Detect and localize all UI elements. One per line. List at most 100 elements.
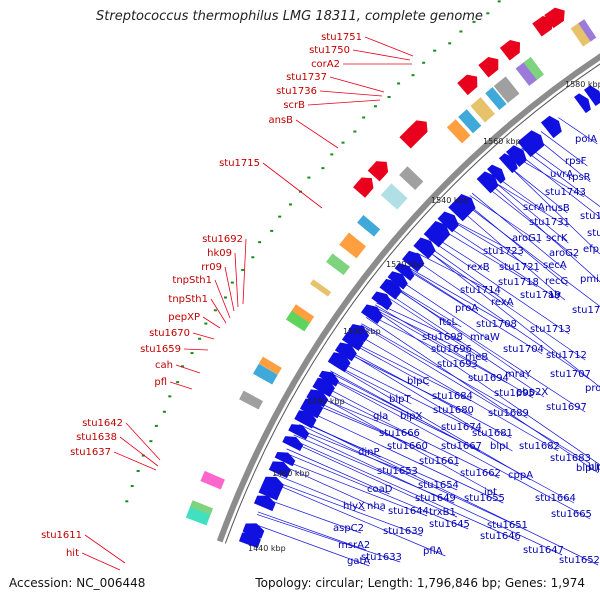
cog-color-block bbox=[578, 19, 597, 42]
right-gene-label: stu1651 bbox=[487, 520, 528, 531]
cog-color-block bbox=[258, 356, 282, 375]
right-gene-label: stu1660 bbox=[387, 441, 428, 452]
left-label-leader bbox=[113, 451, 157, 471]
right-label-leader bbox=[482, 183, 578, 259]
right-gene-label: recG bbox=[545, 276, 568, 287]
right-gene-label: stu1707 bbox=[550, 369, 591, 380]
right-label-leader bbox=[329, 371, 423, 422]
right-label-leader bbox=[534, 136, 591, 183]
right-gene-label: scrK bbox=[546, 233, 568, 244]
gc-skew-mark bbox=[180, 365, 184, 368]
left-label-leader bbox=[183, 348, 209, 351]
right-gene-label: stu1712 bbox=[546, 350, 587, 361]
gc-skew-mark bbox=[270, 229, 274, 232]
left-gene-label: stu1750 bbox=[309, 45, 350, 56]
right-label-leader bbox=[270, 481, 446, 557]
right-label-leader bbox=[424, 243, 514, 308]
kbp-tick-label: 1500 kbp bbox=[343, 327, 381, 336]
right-gene-label: blpC bbox=[407, 376, 429, 387]
left-label-leader bbox=[210, 298, 227, 324]
reverse-cds-arrow bbox=[573, 93, 591, 114]
right-label-leader bbox=[344, 348, 512, 439]
right-gene-label: stu1684 bbox=[432, 391, 473, 402]
right-gene-label: stu1681 bbox=[472, 428, 513, 439]
gc-skew-mark bbox=[149, 440, 153, 443]
right-gene-label: rheB bbox=[465, 352, 488, 363]
left-gene-labels: stu1751 stu1750 corA2 stu1737 stu1736 scrB ans… bbox=[41, 32, 414, 571]
left-gene-label: stu1736 bbox=[276, 86, 317, 97]
right-label-leader bbox=[487, 177, 569, 228]
right-gene-label: int bbox=[484, 487, 497, 498]
right-label-leader bbox=[404, 266, 478, 314]
left-gene-label: hk09 bbox=[207, 248, 232, 259]
right-label-leader bbox=[271, 480, 423, 537]
right-label-leader bbox=[373, 306, 471, 355]
left-label-leader bbox=[202, 316, 221, 329]
left-label-leader bbox=[169, 381, 193, 390]
reverse-cds-arrow bbox=[306, 389, 329, 408]
right-label-leader bbox=[504, 161, 600, 255]
right-label-leader bbox=[471, 192, 566, 271]
right-gene-label: blpT bbox=[389, 394, 411, 405]
right-label-leader bbox=[558, 117, 598, 145]
gc-skew-mark bbox=[241, 268, 245, 271]
gc-skew-mark bbox=[278, 215, 282, 218]
cog-color-block bbox=[189, 500, 214, 515]
left-gene-label: stu1642 bbox=[82, 418, 123, 429]
right-label-leader bbox=[447, 218, 539, 273]
right-label-leader bbox=[330, 370, 575, 504]
right-label-leader bbox=[306, 410, 504, 504]
left-label-leader bbox=[125, 422, 161, 461]
left-gene-label: ansB bbox=[268, 115, 293, 126]
gc-skew-mark bbox=[353, 130, 357, 133]
left-label-leader bbox=[307, 99, 381, 106]
gc-skew-mark bbox=[387, 95, 391, 98]
kbp-tick-label: 1440 kbp bbox=[248, 544, 286, 553]
left-gene-label: tnpSth1 bbox=[168, 294, 208, 305]
right-label-leader bbox=[295, 430, 563, 556]
reverse-cds-arrow bbox=[282, 436, 304, 452]
reverse-cds-arrow bbox=[402, 250, 425, 273]
forward-cds-arrow bbox=[532, 16, 553, 37]
forward-cds-arrow bbox=[407, 120, 428, 141]
kbp-tick-label: 1460 kbp bbox=[272, 469, 310, 478]
cog-color-block bbox=[339, 232, 367, 259]
left-label-leader bbox=[224, 266, 235, 312]
right-gene-label: stu1633 bbox=[361, 552, 402, 563]
right-label-leader bbox=[512, 155, 585, 198]
right-gene-label: stu1695 bbox=[494, 388, 535, 399]
forward-cds-arrow bbox=[544, 7, 565, 29]
left-gene-label: hit bbox=[66, 548, 79, 559]
right-gene-label: stu1708 bbox=[476, 319, 517, 330]
left-label-leader bbox=[81, 552, 121, 571]
right-gene-label: secA bbox=[543, 260, 567, 271]
left-gene-label: stu1659 bbox=[140, 344, 181, 355]
kbp-tick-label: 1580 kbp bbox=[565, 80, 600, 89]
left-gene-label: stu1611 bbox=[41, 530, 82, 541]
right-gene-label: proA bbox=[455, 303, 478, 314]
right-gene-label: rpsF bbox=[565, 156, 587, 167]
cog-color-block bbox=[458, 109, 482, 134]
right-gene-label: proB bbox=[585, 383, 600, 394]
reverse-cds-arrow bbox=[262, 476, 284, 492]
right-gene-label: aroG2 bbox=[549, 248, 579, 259]
right-gene-label: pbp2X bbox=[516, 387, 548, 398]
right-gene-label: stu1654 bbox=[418, 480, 459, 491]
cog-color-block bbox=[200, 470, 225, 490]
left-label-leader bbox=[295, 119, 339, 149]
right-label-leader bbox=[372, 308, 600, 466]
right-gene-label: stu1682 bbox=[519, 441, 560, 452]
forward-strand-track bbox=[353, 7, 565, 198]
kbp-tick-label: 1540 kbp bbox=[431, 196, 469, 205]
right-gene-label: aspC2 bbox=[333, 523, 364, 534]
right-gene-label: stu1680 bbox=[433, 405, 474, 416]
right-gene-label: polA bbox=[575, 134, 597, 145]
cog-color-block bbox=[570, 21, 593, 47]
gc-skew-mark bbox=[258, 241, 262, 244]
left-label-leader bbox=[214, 279, 231, 319]
right-gene-label: nha bbox=[367, 501, 386, 512]
right-gene-label: uvrA bbox=[550, 169, 573, 180]
right-label-leader bbox=[447, 217, 523, 257]
right-label-leader bbox=[412, 257, 590, 380]
right-label-leader bbox=[382, 294, 488, 363]
